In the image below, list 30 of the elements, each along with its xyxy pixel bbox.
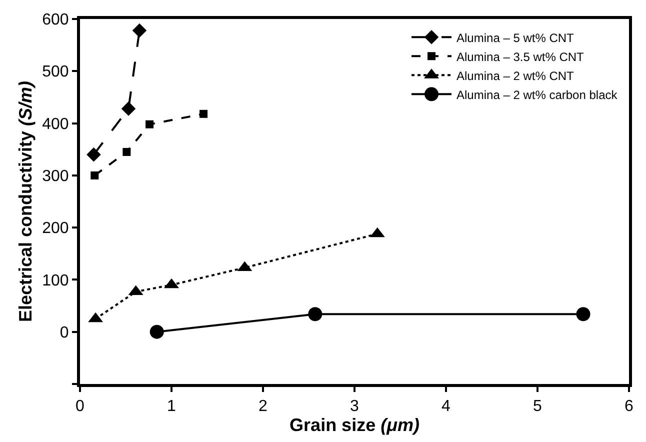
point <box>146 120 154 128</box>
x-axis-title: Grain size (μm) <box>290 415 420 436</box>
y-tick-label: 0 <box>60 324 69 342</box>
x-tick-label: 4 <box>442 398 451 416</box>
y-tick-label: 100 <box>42 272 69 290</box>
point <box>200 110 208 118</box>
point <box>122 148 131 156</box>
y-tick-label: 500 <box>42 64 69 81</box>
x-tick-label: 3 <box>350 398 360 416</box>
point <box>576 307 590 322</box>
x-tick-label: 0 <box>76 398 85 416</box>
x-tick-label: 1 <box>167 398 176 416</box>
point <box>308 307 322 322</box>
point <box>150 324 164 339</box>
y-tick-label: 300 <box>42 168 69 186</box>
x-tick-label: 5 <box>533 398 542 416</box>
x-tick-label: 2 <box>258 398 268 416</box>
legend-label: Alumina – 2 wt% carbon black <box>456 88 618 102</box>
legend-label: Alumina – 5 wt% CNT <box>456 30 575 45</box>
x-tick-label: 6 <box>624 398 634 416</box>
point <box>121 102 136 116</box>
y-tick-label: 600 <box>42 12 69 29</box>
point <box>86 147 101 162</box>
point <box>132 23 147 38</box>
legend-label: Alumina – 2 wt% CNT <box>456 68 575 83</box>
point <box>90 171 99 180</box>
y-axis-title: Electrical conductivity (S/m) <box>15 80 36 322</box>
legend-label: Alumina – 3.5 wt% CNT <box>456 50 585 64</box>
y-tick-label: 400 <box>42 116 69 133</box>
y-tick-label: 200 <box>42 220 69 238</box>
